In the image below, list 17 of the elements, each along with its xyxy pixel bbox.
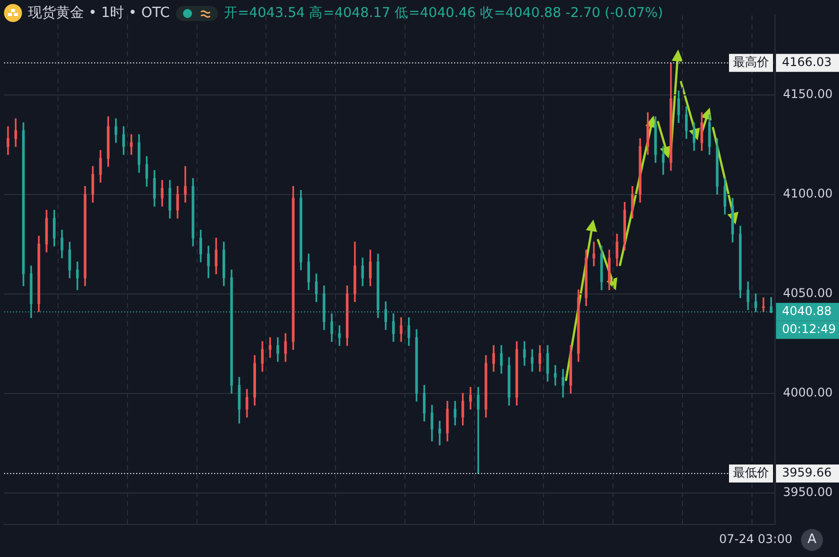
ref-line-label: 最高价 [733, 55, 769, 70]
x-tick-label: 07-24 03:00 [719, 532, 792, 546]
text: 00:12:49 [782, 322, 836, 336]
chart-subtitle: 开=4043.54 高=4048.17 低=4040.46 收=4040.88 -2.70 (-0.07%) [224, 4, 663, 22]
y-tick-label: 4000.00 [783, 385, 833, 400]
text: 4166.03 [782, 55, 832, 70]
y-tick-label: 4100.00 [783, 186, 833, 200]
candlestick [762, 297, 765, 312]
y-tick-label: 4050.00 [783, 286, 833, 300]
auto-scale-button: A [801, 529, 823, 551]
candlestick [338, 325, 341, 346]
y-tick-label: 3950.00 [783, 484, 833, 499]
text: 3959.66 [782, 466, 832, 480]
chart-title: 现货黄金 • 1时 • OTC [28, 4, 170, 22]
ref-line-label: 最低价 [733, 466, 769, 480]
ref-line-label: 4040.88 [782, 304, 832, 318]
y-tick-label: 4150.00 [783, 86, 833, 101]
